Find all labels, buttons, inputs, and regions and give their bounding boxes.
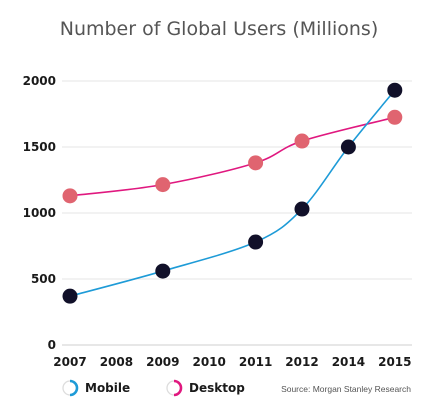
desktop-legend-icon [166, 379, 183, 397]
mobile-point-2012 [294, 201, 310, 217]
x-axis-tick-labels: 2007 2008 2009 2010 2011 2012 2014 2015 [53, 355, 411, 369]
desktop-point-2015 [387, 109, 403, 125]
mobile-point-2014 [340, 139, 356, 155]
desktop-point-2007 [62, 188, 78, 204]
desktop-series-line [69, 116, 396, 197]
mobile-point-2015 [387, 82, 403, 98]
y-axis-tick-labels: 0 500 1000 1500 2000 [23, 74, 56, 352]
series-lines [69, 89, 396, 297]
mobile-point-2007 [62, 288, 78, 304]
mobile-legend-icon [62, 379, 79, 397]
x-tick-label: 2007 [53, 355, 86, 369]
mobile-point-2011 [248, 234, 264, 250]
x-tick-label: 2014 [332, 355, 365, 369]
x-tick-label: 2008 [100, 355, 133, 369]
legend-label-mobile: Mobile [85, 381, 130, 395]
desktop-point-2012 [294, 133, 310, 149]
y-tick-label: 0 [48, 338, 56, 352]
source-note: Source: Morgan Stanley Research [281, 384, 411, 394]
x-tick-label: 2009 [146, 355, 179, 369]
desktop-point-2009 [155, 177, 171, 193]
x-tick-label: 2011 [239, 355, 272, 369]
legend-label-desktop: Desktop [189, 381, 245, 395]
series-markers [62, 82, 403, 304]
chart-title: Number of Global Users (Millions) [60, 18, 379, 40]
x-tick-label: 2012 [285, 355, 318, 369]
x-tick-label: 2015 [378, 355, 411, 369]
mobile-point-2009 [155, 263, 171, 279]
y-tick-label: 500 [31, 272, 56, 286]
mobile-series-line [69, 89, 396, 297]
x-tick-label: 2010 [192, 355, 225, 369]
desktop-point-2011 [248, 155, 264, 171]
gridlines [62, 80, 412, 346]
y-tick-label: 2000 [23, 74, 56, 88]
y-tick-label: 1000 [23, 206, 56, 220]
y-tick-label: 1500 [23, 140, 56, 154]
legend: Mobile Desktop [62, 379, 245, 397]
